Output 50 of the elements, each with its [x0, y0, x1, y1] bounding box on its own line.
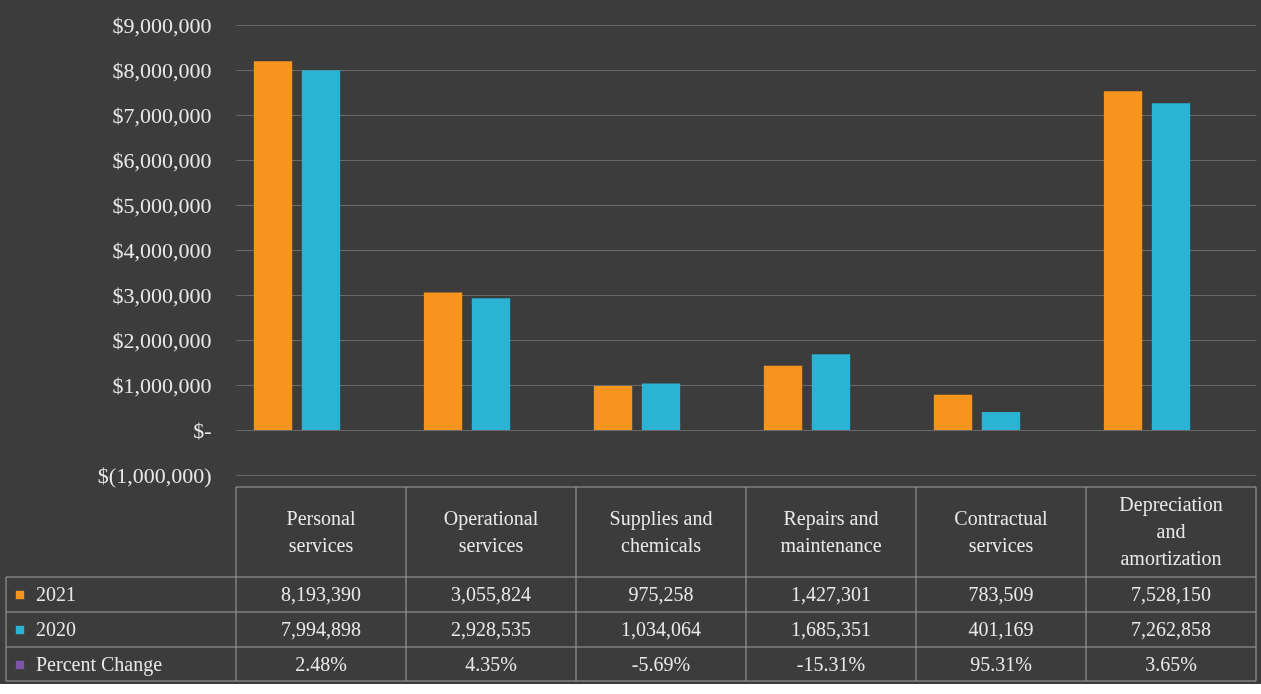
bar: [981, 411, 1021, 430]
data-label: 975,258: [628, 582, 694, 605]
legend-label: Percent Change: [36, 653, 163, 676]
bar: [763, 365, 803, 430]
data-label: -5.69%: [631, 652, 691, 675]
y-tick-label: $5,000,000: [112, 192, 212, 218]
y-tick-label: $6,000,000: [112, 147, 212, 173]
data-label: 7,262,858: [1131, 617, 1211, 640]
data-label: 2,928,535: [451, 617, 531, 640]
x-tick-label: Personal services: [286, 506, 356, 556]
y-tick-label: $(1,000,000): [97, 462, 212, 488]
data-label: 95.31%: [970, 652, 1032, 675]
x-tick-label: Depreciation and amortization: [1119, 493, 1223, 569]
data-label: 2.48%: [295, 652, 347, 675]
y-tick-label: $7,000,000: [112, 102, 212, 128]
data-label: 1,427,301: [791, 582, 871, 605]
x-tick-label: Operational services: [443, 506, 539, 556]
data-label: 7,994,898: [281, 617, 361, 640]
bar: [253, 61, 293, 430]
data-label: 4.35%: [465, 652, 517, 675]
bar: [1103, 91, 1143, 430]
x-tick-label: Supplies and chemicals: [609, 506, 713, 556]
legend-label: 2020: [36, 618, 76, 640]
data-label: 783,509: [968, 582, 1034, 605]
x-tick-label: Repairs and maintenance: [780, 506, 882, 556]
y-tick-label: $8,000,000: [112, 57, 212, 83]
y-tick-label: $3,000,000: [112, 282, 212, 308]
data-label: 1,685,351: [791, 617, 871, 640]
y-tick-label: $1,000,000: [112, 372, 212, 398]
bar: [1151, 103, 1191, 430]
legend-label: 2021: [36, 583, 76, 605]
bar: [811, 354, 851, 430]
y-tick-label: $-: [193, 417, 212, 443]
y-tick-label: $9,000,000: [112, 12, 212, 38]
x-tick-label: Contractual services: [954, 506, 1049, 556]
data-label: 1,034,064: [621, 617, 701, 640]
data-label: -15.31%: [796, 652, 866, 675]
bar: [423, 292, 463, 430]
data-label: 3.65%: [1145, 652, 1197, 675]
data-label: 7,528,150: [1131, 582, 1211, 605]
data-label: 8,193,390: [281, 582, 361, 605]
data-label: 3,055,824: [451, 582, 531, 605]
y-tick-label: $2,000,000: [112, 327, 212, 353]
bar: [593, 386, 633, 430]
bar: [301, 70, 341, 430]
bar: [471, 298, 511, 430]
bar: [933, 394, 973, 430]
y-tick-label: $4,000,000: [112, 237, 212, 263]
bar: [641, 383, 681, 430]
data-label: 401,169: [968, 617, 1034, 640]
